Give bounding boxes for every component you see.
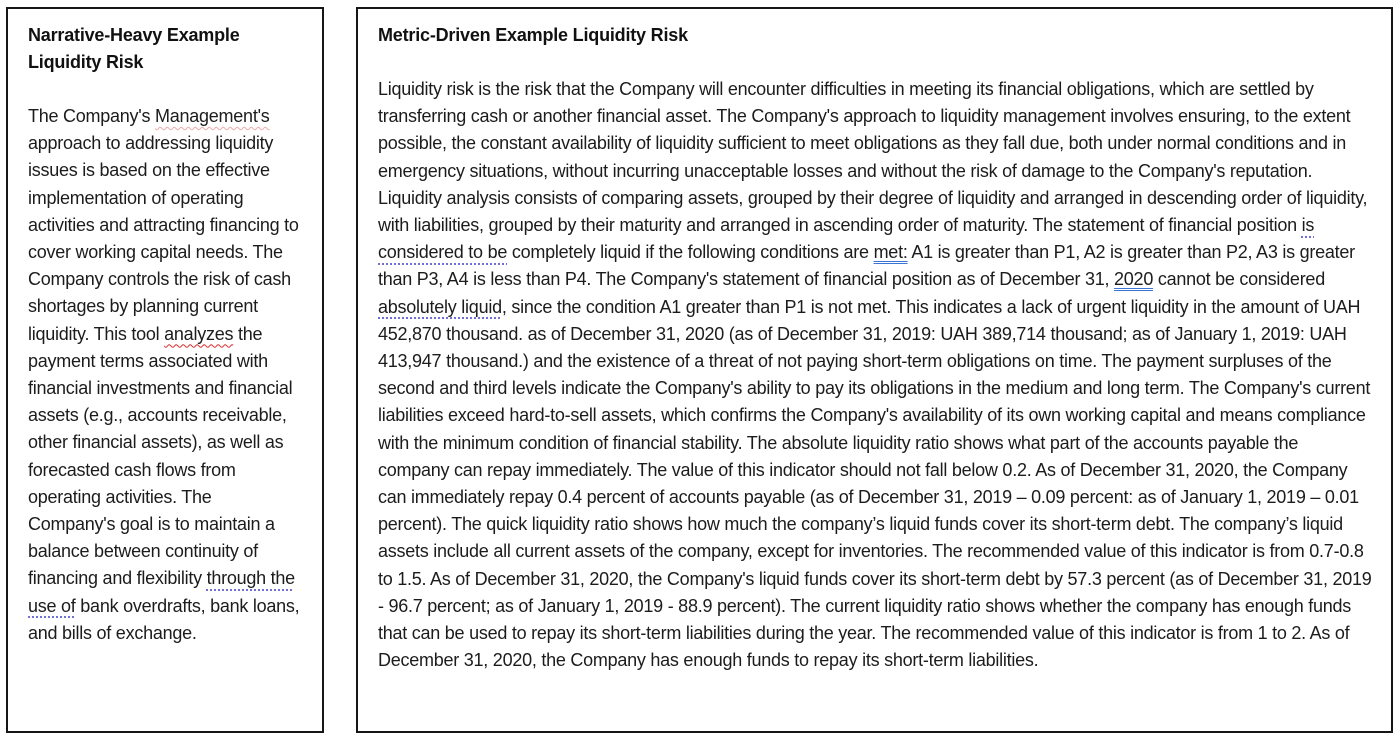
text-run-grammar-double: 2020	[1114, 269, 1154, 290]
metric-example-paragraph: Liquidity risk is the risk that the Comp…	[378, 76, 1373, 674]
text-run-grammar-dotted: is considered to be	[378, 215, 1315, 263]
text-run: bank overdrafts, bank loans, and bills o…	[28, 595, 300, 643]
narrative-example-textbox: Narrative-Heavy Example Liquidity Risk T…	[6, 7, 324, 733]
text-run-spell-error: analyzes	[164, 323, 234, 344]
text-run-grammar-dotted: through the use of	[28, 568, 295, 616]
text-run-grammar-dotted: absolutely liquid	[378, 296, 502, 317]
text-run: Liquidity risk is the risk that the Comp…	[378, 79, 1368, 236]
text-run-spell-error-faint: Management's	[155, 106, 270, 126]
metric-example-textbox: Metric-Driven Example Liquidity Risk Liq…	[356, 7, 1393, 733]
text-run: completely liquid if the following condi…	[507, 242, 874, 263]
text-run: the payment terms associated with financ…	[28, 323, 293, 589]
text-run-grammar-double: met:	[873, 242, 908, 263]
text-run: approach to addressing liquidity issues …	[28, 133, 299, 344]
text-run: cannot be considered	[1153, 269, 1325, 290]
text-run: The Company's	[28, 106, 155, 126]
narrative-example-title: Narrative-Heavy Example Liquidity Risk	[28, 25, 240, 72]
text-run: , since the condition A1 greater than P1…	[378, 296, 1372, 671]
metric-example-title: Metric-Driven Example Liquidity Risk	[378, 25, 688, 45]
narrative-example-paragraph: The Company's Management's approach to a…	[28, 103, 303, 647]
text-run: A1 is greater than P1, A2 is greater tha…	[378, 242, 1355, 290]
